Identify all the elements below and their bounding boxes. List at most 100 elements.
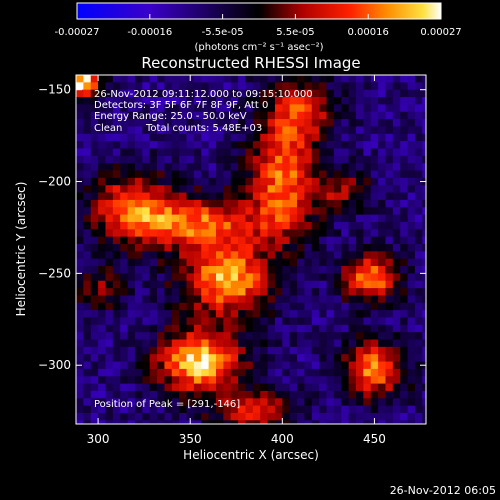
heatmap-cell [363, 383, 372, 392]
heatmap-cell [134, 243, 143, 252]
heatmap-cell [407, 273, 416, 282]
heatmap-cell [216, 126, 224, 135]
heatmap-cell [311, 163, 320, 172]
heatmap-cell [171, 368, 180, 377]
heatmap-cell [341, 214, 350, 223]
heatmap-cell [179, 317, 188, 326]
heatmap-cell [414, 133, 423, 142]
heatmap-cell [120, 104, 129, 113]
heatmap-cell [120, 214, 129, 223]
heatmap-cell [201, 317, 210, 326]
heatmap-cell [83, 97, 92, 105]
heatmap-cell [414, 368, 423, 377]
heatmap-cell [238, 119, 246, 127]
heatmap-cell [304, 141, 313, 149]
heatmap-cell [282, 155, 291, 164]
heatmap-cell [392, 155, 401, 164]
heatmap-cell [171, 310, 180, 318]
heatmap-cell [208, 82, 217, 91]
heatmap-cell [304, 236, 313, 245]
heatmap-cell [120, 376, 129, 385]
heatmap-cell [422, 104, 426, 113]
heatmap-cell [230, 280, 239, 289]
heatmap-cell [127, 163, 136, 172]
heatmap-cell [311, 97, 320, 105]
heatmap-cell [201, 302, 210, 311]
heatmap-cell [297, 302, 305, 311]
heatmap-cell [252, 310, 261, 318]
heatmap-cell [216, 361, 224, 370]
heatmap-cell [326, 288, 335, 296]
heatmap-cell [164, 412, 173, 421]
heatmap-cell [341, 141, 350, 149]
heatmap-cell [348, 412, 357, 421]
heatmap-cell [179, 332, 188, 341]
heatmap-cell [238, 82, 246, 91]
heatmap-cell [171, 155, 180, 164]
heatmap-cell [201, 236, 210, 245]
heatmap-cell [245, 346, 254, 355]
heatmap-cell [112, 324, 121, 333]
heatmap-cell [76, 75, 84, 83]
heatmap-cell [363, 361, 372, 370]
annotation-total-counts: Total counts: 5.48E+03 [145, 123, 262, 134]
heatmap-cell [164, 104, 173, 113]
heatmap-cell [179, 75, 188, 83]
heatmap-cell [216, 339, 224, 348]
heatmap-cell [208, 141, 217, 149]
heatmap-cell [171, 295, 180, 304]
heatmap-cell [385, 266, 394, 274]
heatmap-cell [267, 258, 276, 267]
heatmap-cell [370, 405, 379, 414]
heatmap-cell [120, 383, 129, 392]
heatmap-cell [333, 133, 342, 142]
heatmap-cell [370, 111, 379, 120]
heatmap-cell [400, 354, 409, 363]
heatmap-cell [112, 383, 121, 392]
heatmap-cell [98, 111, 106, 120]
heatmap-cell [333, 295, 342, 304]
heatmap-cell [326, 354, 335, 363]
heatmap-cell [422, 192, 426, 201]
heatmap-cell [157, 302, 165, 311]
heatmap-cell [370, 324, 379, 333]
heatmap-cell [311, 332, 320, 341]
heatmap-cell [193, 126, 202, 135]
heatmap-cell [98, 133, 106, 142]
heatmap-cell [127, 119, 136, 127]
heatmap-cell [134, 266, 143, 274]
heatmap-cell [179, 324, 188, 333]
heatmap-cell [289, 119, 298, 127]
heatmap-cell [179, 354, 188, 363]
heatmap-cell [282, 214, 291, 223]
heatmap-cell [356, 82, 364, 91]
heatmap-cell [414, 155, 423, 164]
heatmap-cell [348, 295, 357, 304]
heatmap-cell [230, 405, 239, 414]
heatmap-cell [333, 170, 342, 179]
heatmap-cell [223, 104, 232, 113]
heatmap-cell [267, 185, 276, 194]
heatmap-cell [112, 119, 121, 127]
heatmap-cell [274, 214, 283, 223]
heatmap-cell [326, 295, 335, 304]
heatmap-cell [414, 243, 423, 252]
heatmap-cell [201, 185, 210, 194]
heatmap-cell [282, 82, 291, 91]
heatmap-cell [348, 258, 357, 267]
heatmap-cell [157, 346, 165, 355]
heatmap-cell [230, 346, 239, 355]
heatmap-cell [274, 317, 283, 326]
heatmap-cell [378, 295, 386, 304]
heatmap-cell [245, 390, 254, 399]
heatmap-cell [252, 75, 261, 83]
heatmap-cell [164, 295, 173, 304]
heatmap-cell [216, 163, 224, 172]
heatmap-cell [311, 280, 320, 289]
heatmap-cell [414, 332, 423, 341]
heatmap-cell [179, 185, 188, 194]
heatmap-cell [193, 310, 202, 318]
heatmap-cell [282, 288, 291, 296]
heatmap-cell [378, 266, 386, 274]
heatmap-cell [186, 119, 195, 127]
